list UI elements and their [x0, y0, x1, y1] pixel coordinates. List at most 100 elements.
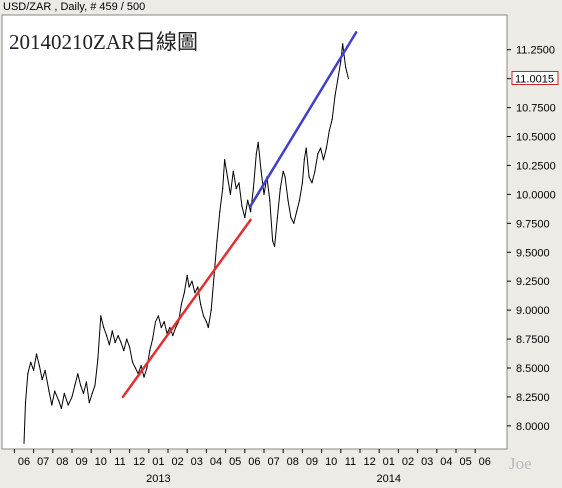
- price-point: [296, 211, 298, 213]
- price-point: [27, 373, 29, 375]
- price-point: [216, 240, 218, 242]
- price-point: [111, 330, 113, 332]
- price-point: [117, 335, 119, 337]
- plot-area: [1, 14, 508, 450]
- price-point: [183, 292, 185, 294]
- price-point: [67, 404, 69, 406]
- price-point: [303, 159, 305, 161]
- trendline-layer: [121, 31, 358, 399]
- price-point: [238, 182, 240, 184]
- price-point: [131, 361, 134, 363]
- y-tick-label: 10.2500: [516, 160, 556, 172]
- y-tick-label: 10.0000: [516, 189, 556, 201]
- price-point: [224, 159, 226, 161]
- price-point: [82, 392, 85, 394]
- symbol-header: USD/ZAR , Daily, # 459 / 500: [3, 1, 146, 13]
- x-tick-label: 05: [459, 456, 471, 468]
- blue-trendline: [249, 31, 358, 208]
- price-point: [342, 43, 344, 45]
- price-point: [74, 384, 76, 386]
- price-point: [88, 402, 90, 404]
- price-point: [219, 211, 221, 213]
- price-point: [24, 402, 27, 404]
- price-point: [263, 193, 265, 195]
- price-point: [194, 292, 196, 294]
- price-point: [205, 321, 207, 323]
- price-point: [213, 274, 215, 276]
- price-point: [232, 170, 234, 172]
- price-point: [146, 367, 148, 369]
- current-price-box: [511, 70, 559, 85]
- price-point: [222, 188, 224, 190]
- price-point: [340, 60, 342, 62]
- x-tick-label: 02: [402, 456, 414, 468]
- price-point: [51, 404, 53, 406]
- x-tick-label: 11: [114, 456, 125, 468]
- price-point: [169, 326, 171, 329]
- price-point: [63, 392, 65, 394]
- price-point: [276, 216, 278, 219]
- price-point: [247, 199, 249, 201]
- price-point: [334, 95, 336, 97]
- price-point: [172, 335, 174, 337]
- x-tick-label: 02: [171, 456, 183, 468]
- price-point: [38, 365, 41, 367]
- price-point: [282, 170, 284, 172]
- price-point: [58, 399, 60, 401]
- y-tick-label: 10.5000: [516, 132, 556, 144]
- price-point: [320, 147, 322, 149]
- x-tick-label: 12: [133, 456, 145, 468]
- chart-title: 20140210ZAR日線圖: [9, 30, 198, 54]
- price-point: [260, 170, 262, 172]
- price-point: [123, 350, 125, 352]
- price-point: [257, 141, 259, 143]
- price-point: [210, 309, 212, 311]
- price-point: [94, 384, 96, 386]
- x-year-label: 2013: [146, 473, 170, 485]
- y-tick-label: 9.7500: [516, 218, 550, 230]
- price-point: [347, 78, 350, 80]
- price-point: [85, 381, 87, 383]
- price-point: [106, 335, 108, 337]
- y-tick-label: 8.2500: [516, 392, 550, 404]
- price-point: [126, 338, 128, 340]
- x-tick-label: 12: [363, 456, 375, 468]
- series-layer: [23, 43, 350, 444]
- x-tick-label: 07: [267, 456, 279, 468]
- price-point: [71, 396, 73, 398]
- x-tick-label: 05: [229, 456, 241, 468]
- price-point: [175, 326, 177, 329]
- price-point: [186, 274, 188, 276]
- x-tick-label: 04: [440, 456, 452, 468]
- price-point: [197, 286, 199, 288]
- price-point: [48, 390, 50, 392]
- price-point: [44, 369, 46, 371]
- price-point: [250, 211, 252, 213]
- x-tick-label: 09: [75, 456, 87, 468]
- price-point: [345, 66, 347, 68]
- x-tick-label: 03: [191, 456, 203, 468]
- x-tick-label: 09: [306, 456, 318, 468]
- price-point: [163, 321, 165, 323]
- price-point: [77, 373, 79, 375]
- price-point: [152, 338, 154, 340]
- y-axis: 8.0000 8.2500 8.5000 8.7500 9.0000 9.2500 9.50…: [507, 45, 556, 433]
- price-point: [114, 341, 116, 344]
- x-tick-label: 06: [248, 456, 260, 468]
- x-tick-label: 01: [383, 456, 395, 468]
- y-tick-label: 11.2500: [516, 45, 555, 57]
- price-point: [103, 326, 105, 329]
- y-tick-label: 9.0000: [516, 305, 550, 317]
- price-point: [235, 188, 237, 190]
- x-tick-label: 08: [287, 456, 299, 468]
- price-point: [279, 188, 281, 190]
- price-point: [108, 344, 110, 346]
- price-point: [154, 321, 157, 323]
- x-tick-label: 06: [18, 456, 30, 468]
- price-point: [91, 392, 93, 394]
- price-point: [287, 199, 289, 201]
- price-point: [293, 222, 295, 224]
- y-tick-label: 9.5000: [516, 247, 550, 259]
